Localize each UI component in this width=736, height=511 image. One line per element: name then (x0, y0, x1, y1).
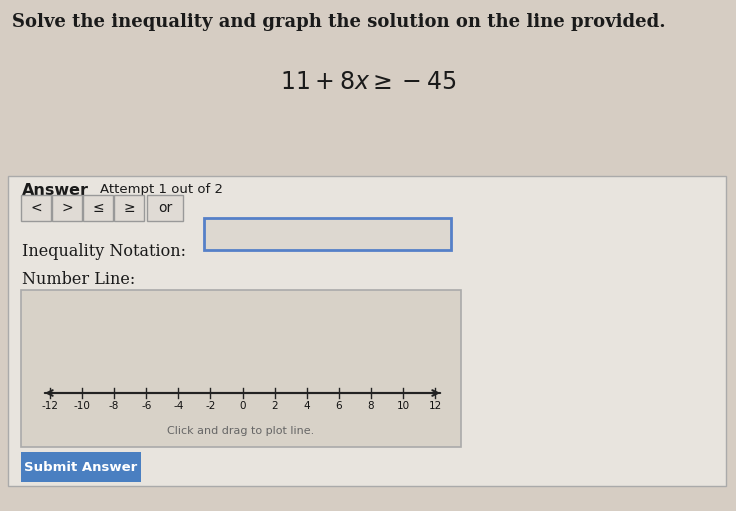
FancyBboxPatch shape (52, 195, 82, 221)
Text: -8: -8 (109, 401, 119, 411)
FancyBboxPatch shape (0, 0, 736, 201)
Text: 4: 4 (303, 401, 310, 411)
Text: -12: -12 (41, 401, 58, 411)
Text: -2: -2 (205, 401, 216, 411)
Text: Number Line:: Number Line: (22, 271, 135, 288)
FancyBboxPatch shape (114, 195, 144, 221)
FancyBboxPatch shape (147, 195, 183, 221)
FancyBboxPatch shape (8, 176, 726, 486)
Text: or: or (158, 201, 172, 215)
Text: >: > (61, 201, 73, 215)
Text: Click and drag to plot line.: Click and drag to plot line. (167, 426, 314, 436)
FancyBboxPatch shape (21, 195, 51, 221)
Text: ≤: ≤ (92, 201, 104, 215)
FancyBboxPatch shape (204, 218, 451, 250)
Text: 8: 8 (367, 401, 374, 411)
Text: Submit Answer: Submit Answer (24, 460, 138, 474)
FancyBboxPatch shape (21, 290, 461, 447)
Text: ≥: ≥ (123, 201, 135, 215)
FancyBboxPatch shape (21, 452, 141, 482)
Text: -10: -10 (74, 401, 91, 411)
Text: -6: -6 (141, 401, 152, 411)
Text: -4: -4 (173, 401, 183, 411)
Text: Attempt 1 out of 2: Attempt 1 out of 2 (100, 183, 223, 196)
Text: 0: 0 (239, 401, 246, 411)
Text: 10: 10 (397, 401, 409, 411)
FancyBboxPatch shape (83, 195, 113, 221)
Text: <: < (30, 201, 42, 215)
Text: Inequality Notation:: Inequality Notation: (22, 243, 186, 260)
Text: 12: 12 (428, 401, 442, 411)
Text: 2: 2 (272, 401, 278, 411)
Text: 6: 6 (336, 401, 342, 411)
Text: Answer: Answer (22, 183, 89, 198)
Text: Solve the inequality and graph the solution on the line provided.: Solve the inequality and graph the solut… (12, 13, 665, 31)
Text: $11 + 8x \geq -45$: $11 + 8x \geq -45$ (280, 71, 456, 94)
